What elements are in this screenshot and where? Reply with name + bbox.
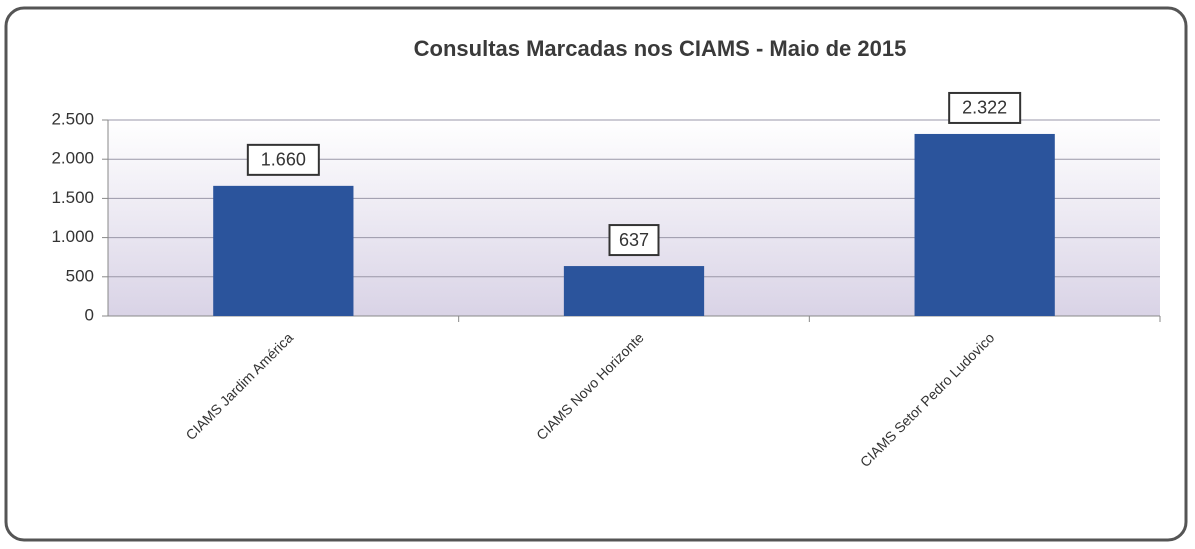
value-label: 1.660 <box>261 150 306 170</box>
value-label-box <box>608 224 660 257</box>
y-tick-label: 1.500 <box>51 188 94 207</box>
value-label: 2.322 <box>962 98 1007 118</box>
y-tick-label: 2.000 <box>51 149 94 168</box>
value-label-box <box>246 143 320 176</box>
y-tick-label: 500 <box>66 266 94 285</box>
y-tick-label: 0 <box>85 305 94 324</box>
y-tick-label: 2.500 <box>51 109 94 128</box>
y-tick-label: 1.000 <box>51 227 94 246</box>
bar <box>563 266 705 316</box>
bar <box>213 185 354 316</box>
value-label-box <box>948 91 1022 124</box>
bar <box>914 133 1055 316</box>
value-label: 637 <box>619 230 649 250</box>
chart-title: Consultas Marcadas nos CIAMS - Maio de 2… <box>414 36 907 61</box>
